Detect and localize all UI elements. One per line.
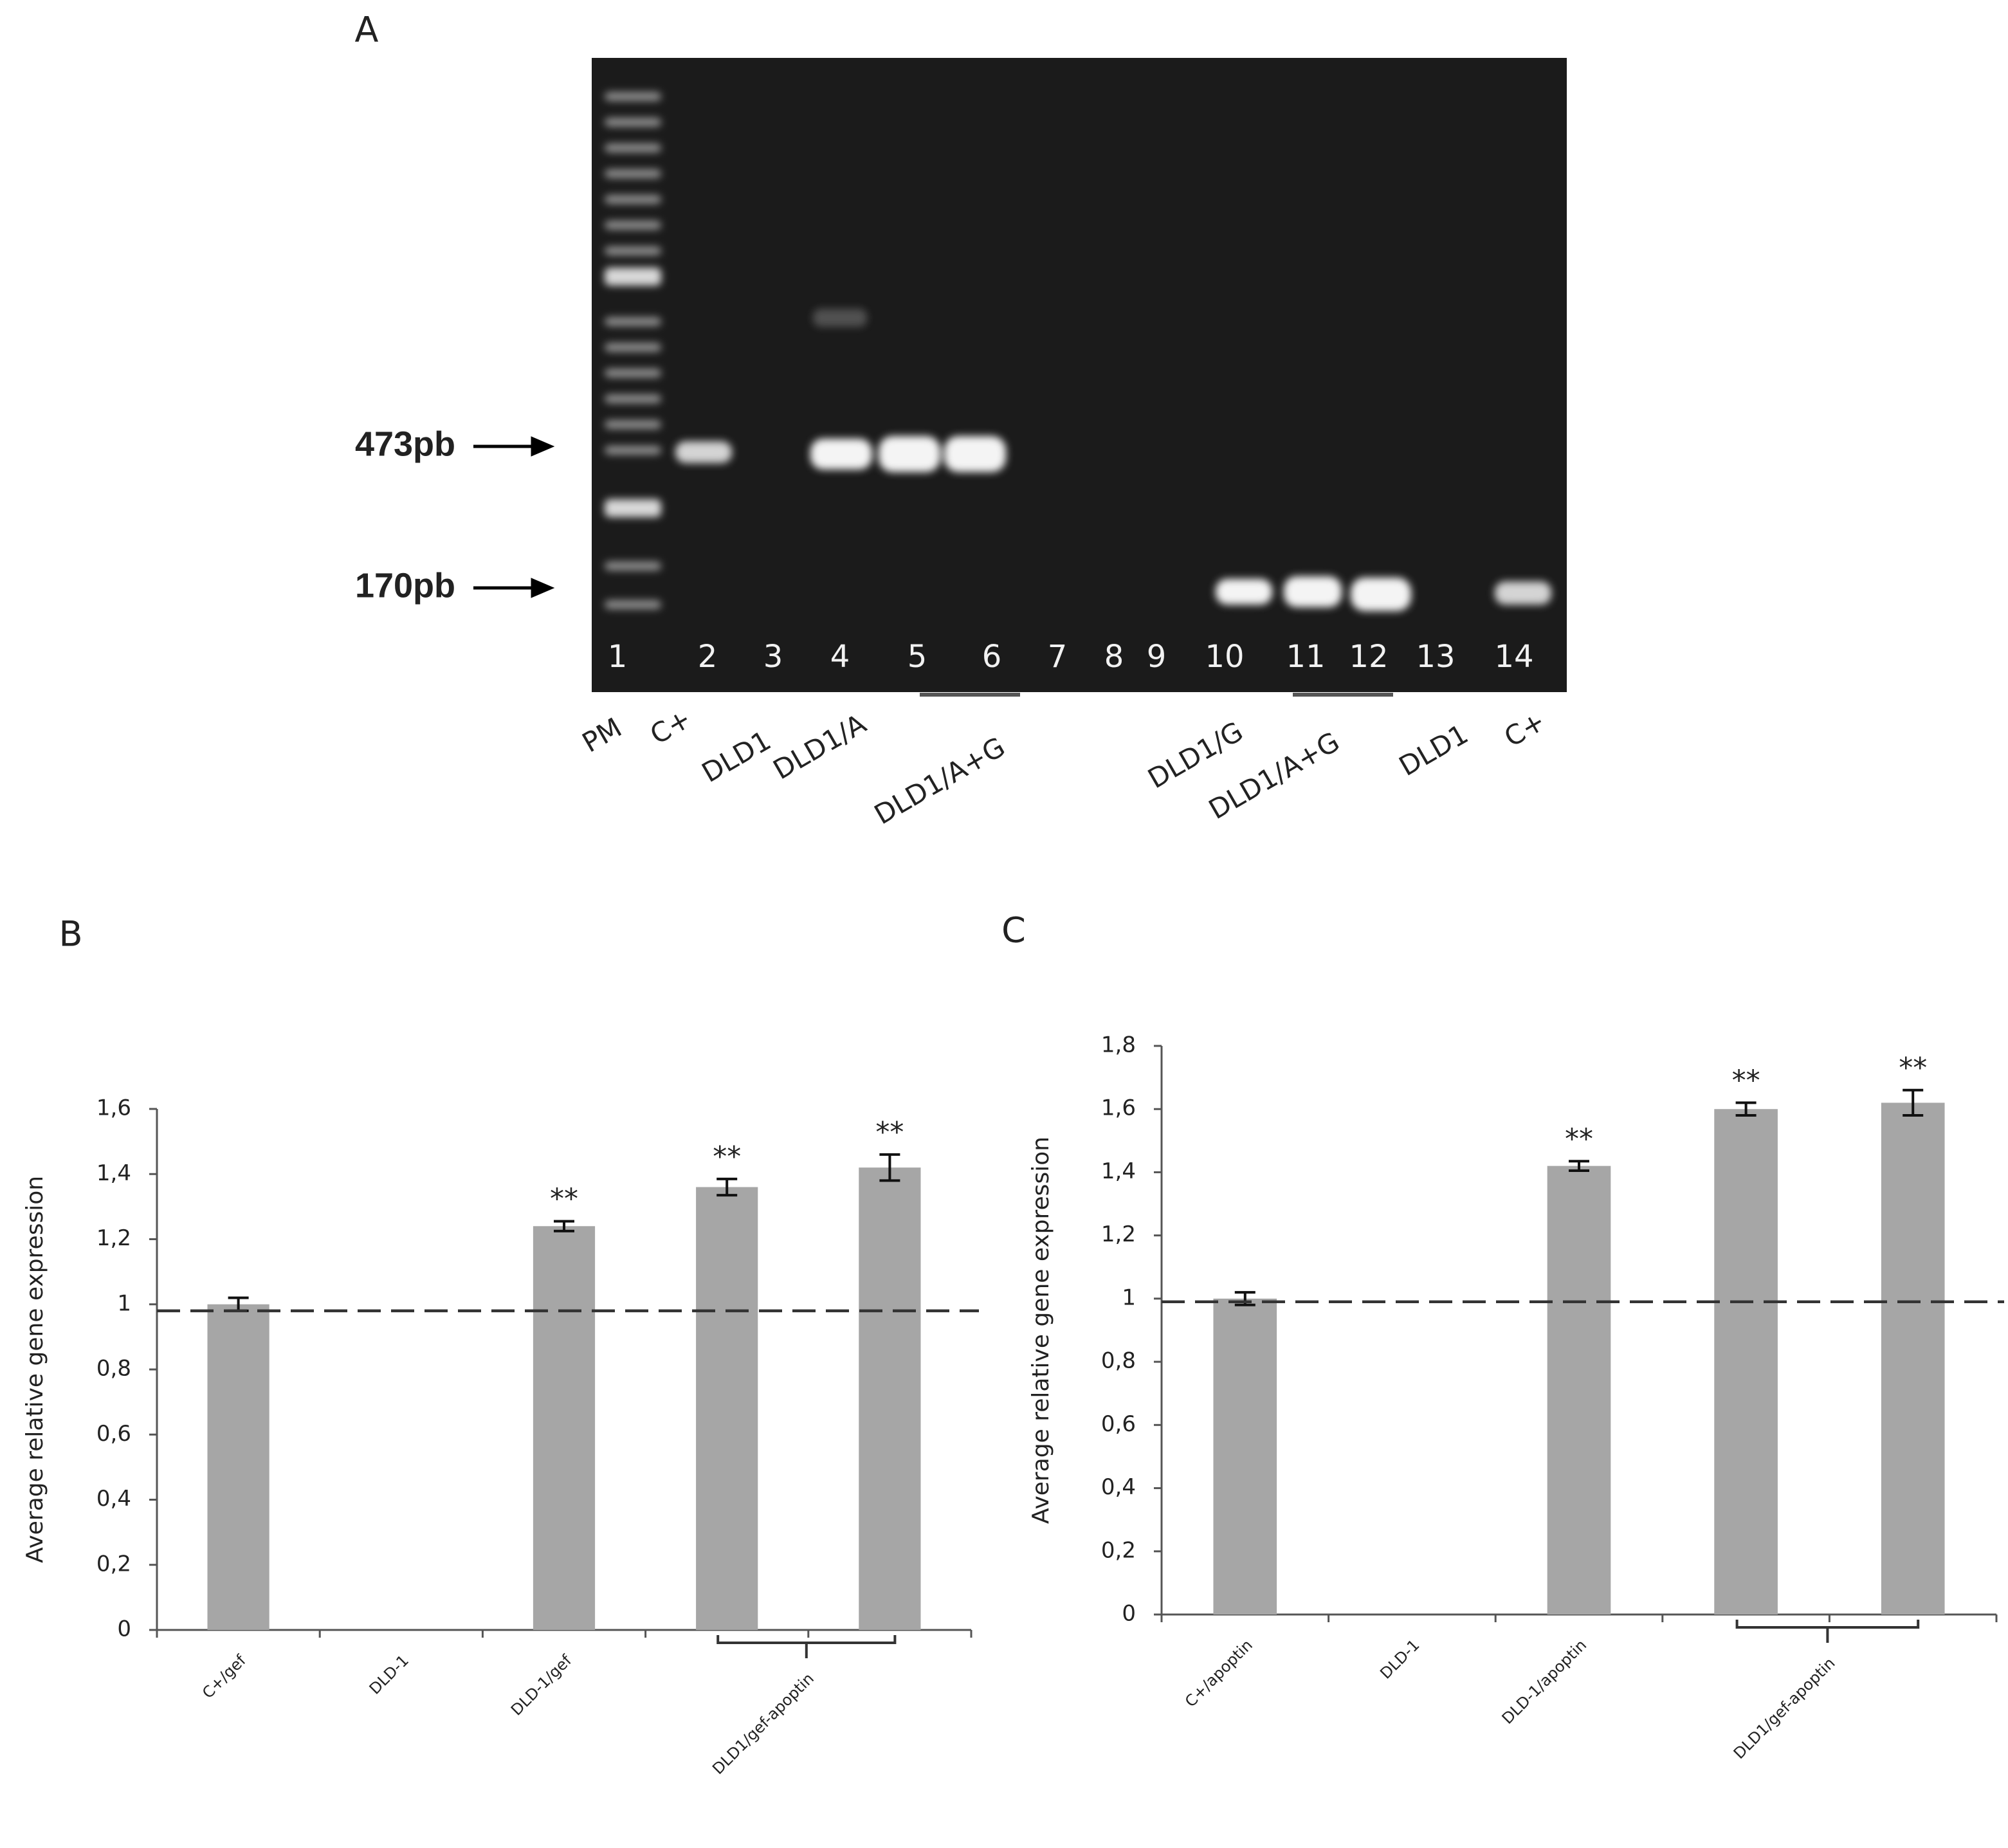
y-tick-label: 1,6 [96, 1095, 131, 1121]
lane-label: DLD1 [1394, 718, 1474, 782]
y-axis-label: Average relative gene expression [22, 1176, 48, 1563]
y-tick-label: 0,6 [96, 1421, 131, 1447]
bar [1881, 1102, 1945, 1615]
y-tick-label: 1 [1122, 1285, 1136, 1310]
x-tick-label: DLD-1 [366, 1651, 412, 1697]
y-tick-label: 1,4 [1101, 1158, 1136, 1184]
significance: ** [1565, 1122, 1593, 1155]
y-tick-label: 0,4 [96, 1486, 131, 1512]
y-tick-label: 0,8 [96, 1356, 131, 1382]
significance: ** [1732, 1064, 1760, 1097]
ladder [605, 92, 661, 609]
x-tick-label: C+/apoptin [1182, 1636, 1256, 1710]
bar [1213, 1298, 1277, 1615]
y-tick-label: 0 [1122, 1601, 1136, 1627]
x-tick-label: DLD-1 [1376, 1636, 1423, 1682]
lane-number: 11 [1286, 639, 1325, 675]
lane-number: 2 [698, 639, 718, 675]
bar-chart: C Average relative gene expression 0 0,2 0,4… [1001, 910, 2004, 1762]
lane-number: 8 [1104, 639, 1124, 675]
lane-label: C+ [1499, 705, 1550, 753]
panel-label: C [1001, 910, 1026, 951]
lane-label: DLD1/A [768, 708, 872, 785]
lane-number: 6 [982, 639, 1002, 675]
group-bracket [1735, 1620, 1920, 1643]
lane-number: 1 [608, 639, 628, 675]
error-bar [1569, 1160, 1589, 1172]
marker-arrows [473, 436, 555, 598]
panel-label: A [355, 10, 379, 50]
significance: ** [550, 1183, 578, 1216]
error-bar [879, 1153, 900, 1182]
marker-label: 473pb [355, 425, 455, 463]
group-bracket [716, 1635, 897, 1658]
significance: ** [1899, 1052, 1927, 1084]
lane-label: DLD1 [697, 724, 776, 789]
marker-label: 170pb [355, 566, 455, 605]
lane-number: 13 [1416, 639, 1455, 675]
error-bar [554, 1220, 574, 1232]
bar [533, 1226, 596, 1630]
significance: ** [875, 1116, 904, 1149]
y-tick-label: 0,2 [96, 1551, 131, 1577]
lane-number: 9 [1147, 639, 1167, 675]
lane-number: 7 [1048, 639, 1068, 675]
x-tick-label: DLD-1/gef [507, 1651, 576, 1719]
lane-number: 12 [1349, 639, 1388, 675]
error-bar [1735, 1101, 1757, 1117]
y-tick-label: 0,8 [1101, 1348, 1136, 1374]
lane-label: C+ [644, 702, 696, 751]
gel-panel: A 473pb 170pb [355, 10, 1567, 697]
group-label: DLD1/gef-apoptin [709, 1669, 817, 1778]
y-tick-label: 0,4 [1101, 1474, 1136, 1500]
lane-label: DLD1/A+G [869, 731, 1010, 830]
bar [1547, 1166, 1611, 1615]
bar [207, 1304, 269, 1630]
y-tick-label: 0,2 [1101, 1537, 1136, 1563]
bar [696, 1187, 758, 1630]
y-tick-label: 1 [117, 1290, 131, 1316]
bar [859, 1167, 921, 1630]
y-axis-label: Average relative gene expression [1028, 1137, 1054, 1524]
lane-number: 10 [1205, 639, 1244, 675]
significance: ** [713, 1140, 741, 1173]
y-tick-label: 0,6 [1101, 1411, 1136, 1437]
x-tick-label: C+/gef [199, 1651, 250, 1702]
error-bar [1903, 1088, 1924, 1117]
error-bar [716, 1177, 738, 1197]
y-tick-label: 1,8 [1101, 1032, 1136, 1058]
y-tick-label: 1,2 [96, 1225, 131, 1251]
lane-label: PM [577, 711, 627, 758]
gel-image [592, 58, 1567, 692]
y-tick-label: 1,6 [1101, 1095, 1136, 1121]
panel-label: B [59, 914, 82, 955]
lane-number: 5 [908, 639, 927, 675]
y-tick-label: 1,4 [96, 1160, 131, 1186]
bar-chart: B Average relative gene expression 0 0,2 0,4… [22, 914, 979, 1778]
group-label: DLD1/gef-apoptin [1730, 1654, 1839, 1762]
y-tick-label: 1,2 [1101, 1221, 1136, 1247]
x-tick-label: DLD-1/apoptin [1499, 1636, 1590, 1727]
y-tick-label: 0 [117, 1616, 131, 1642]
bar [1714, 1109, 1778, 1615]
lane-number: 14 [1494, 639, 1533, 675]
lane-number: 3 [763, 639, 783, 675]
lane-number: 4 [830, 639, 850, 675]
bands [675, 309, 1551, 611]
